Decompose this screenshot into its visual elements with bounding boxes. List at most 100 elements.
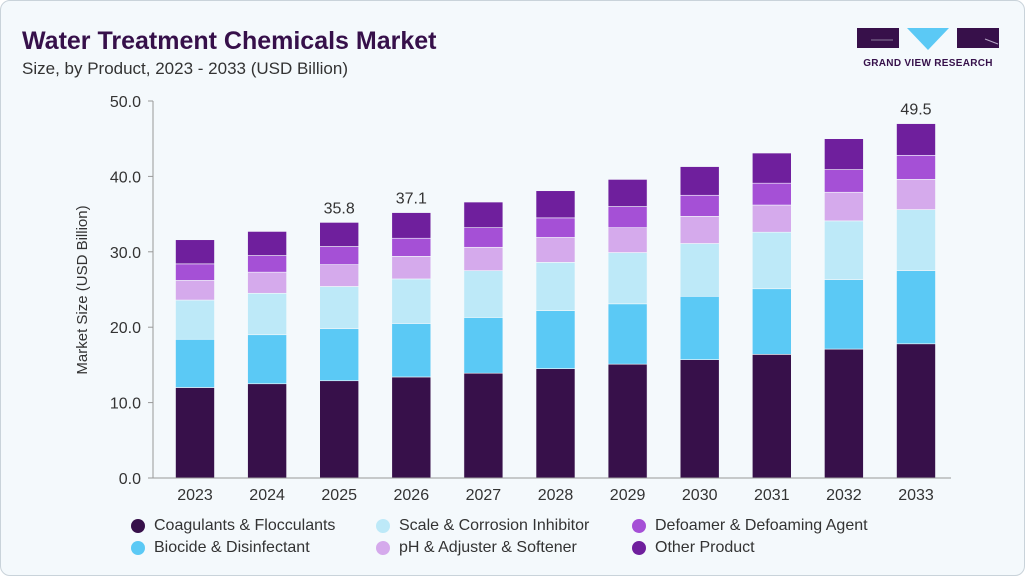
legend-item: Defoamer & Defoaming Agent — [632, 517, 868, 535]
y-tick-label: 40.0 — [110, 169, 141, 186]
y-tick-label: 50.0 — [110, 94, 141, 111]
bar-segment-ph-adjuster-softener-2027 — [463, 246, 504, 271]
bar-segment-other-product-2029 — [607, 179, 648, 207]
bar-segment-other-product-2026 — [391, 212, 432, 239]
bar-segment-biocide-disinfectant-2028 — [535, 310, 576, 369]
bar-segment-biocide-disinfectant-2029 — [607, 303, 648, 365]
y-tick-label: 0.0 — [119, 471, 141, 488]
bar-segment-coagulants-flocculants-2033 — [896, 343, 936, 479]
bar-segment-coagulants-flocculants-2029 — [607, 363, 648, 479]
bar-segment-ph-adjuster-softener-2031 — [751, 204, 792, 233]
bar-segment-scale-corrosion-inhibitor-2028 — [535, 262, 576, 311]
bar-segment-scale-corrosion-inhibitor-2027 — [463, 270, 504, 318]
x-tick-label: 2033 — [898, 487, 934, 504]
bar-segment-scale-corrosion-inhibitor-2024 — [247, 292, 287, 336]
bar-segment-biocide-disinfectant-2024 — [247, 334, 287, 385]
bar-segment-defoamer-defoaming-agent-2027 — [463, 227, 504, 248]
bar-segment-other-product-2025 — [319, 222, 360, 247]
chart-title: Water Treatment Chemicals Market — [22, 27, 437, 55]
legend-label: Other Product — [655, 539, 755, 556]
bar-segment-other-product-2032 — [824, 138, 864, 170]
bar-segment-ph-adjuster-softener-2033 — [896, 179, 936, 210]
x-tick-label: 2025 — [321, 487, 357, 504]
bar-segment-scale-corrosion-inhibitor-2032 — [824, 220, 864, 280]
bar-segment-biocide-disinfectant-2026 — [391, 323, 432, 378]
x-tick-label: 2030 — [682, 487, 718, 504]
x-tick-label: 2032 — [826, 487, 862, 504]
bar-segment-defoamer-defoaming-agent-2029 — [607, 206, 648, 228]
bar-segment-biocide-disinfectant-2025 — [319, 328, 360, 382]
bar-segment-other-product-2030 — [679, 166, 720, 196]
bar-segment-coagulants-flocculants-2023 — [175, 387, 215, 479]
bar-segment-defoamer-defoaming-agent-2031 — [751, 182, 792, 206]
chart-subtitle: Size, by Product, 2023 - 2033 (USD Billi… — [22, 59, 348, 78]
bar-segment-biocide-disinfectant-2023 — [175, 338, 215, 388]
logo-text: GRAND VIEW RESEARCH — [863, 58, 993, 69]
bar-segment-scale-corrosion-inhibitor-2031 — [751, 231, 792, 290]
legend-swatch-icon — [376, 519, 390, 533]
legend-item: Other Product — [632, 539, 755, 557]
legend-label: Scale & Corrosion Inhibitor — [399, 517, 590, 534]
bar-segment-defoamer-defoaming-agent-2028 — [535, 217, 576, 238]
bar-segment-scale-corrosion-inhibitor-2023 — [175, 299, 215, 340]
legend-swatch-icon — [131, 541, 145, 555]
bar-segment-scale-corrosion-inhibitor-2026 — [391, 278, 432, 324]
legend-label: Biocide & Disinfectant — [154, 539, 310, 556]
bar-segment-defoamer-defoaming-agent-2024 — [247, 255, 287, 273]
y-tick-label: 20.0 — [110, 320, 141, 337]
bar-segment-ph-adjuster-softener-2023 — [175, 280, 215, 301]
bar-segment-defoamer-defoaming-agent-2033 — [896, 154, 936, 180]
legend-swatch-icon — [632, 519, 646, 533]
y-tick-label: 10.0 — [110, 396, 141, 413]
bar-segment-ph-adjuster-softener-2032 — [824, 191, 864, 222]
bar-segment-scale-corrosion-inhibitor-2030 — [679, 243, 720, 297]
legend-item: Biocide & Disinfectant — [131, 539, 310, 557]
bar-segment-other-product-2023 — [175, 239, 215, 265]
bar-segment-biocide-disinfectant-2032 — [824, 279, 864, 350]
legend-item: Coagulants & Flocculants — [131, 517, 335, 535]
bar-segment-defoamer-defoaming-agent-2026 — [391, 237, 432, 257]
bar-segment-defoamer-defoaming-agent-2025 — [319, 246, 360, 265]
total-label: 37.1 — [396, 191, 427, 208]
bar-segment-defoamer-defoaming-agent-2032 — [824, 169, 864, 193]
bar-segment-coagulants-flocculants-2032 — [824, 348, 864, 479]
bar-segment-ph-adjuster-softener-2030 — [679, 216, 720, 244]
bar-segment-defoamer-defoaming-agent-2030 — [679, 194, 720, 217]
y-tick-label: 30.0 — [110, 245, 141, 262]
bar-segment-scale-corrosion-inhibitor-2033 — [896, 209, 936, 271]
bar-segment-ph-adjuster-softener-2028 — [535, 237, 576, 263]
bar-segment-biocide-disinfectant-2027 — [463, 317, 504, 374]
bar-segment-ph-adjuster-softener-2025 — [319, 264, 360, 287]
bar-segment-coagulants-flocculants-2025 — [319, 380, 360, 479]
bar-segment-other-product-2028 — [535, 190, 576, 219]
legend-swatch-icon — [376, 541, 390, 555]
bar-segment-defoamer-defoaming-agent-2023 — [175, 263, 215, 281]
x-tick-label: 2031 — [754, 487, 790, 504]
legend-label: Coagulants & Flocculants — [154, 517, 336, 534]
x-tick-label: 2024 — [249, 487, 285, 504]
bar-segment-ph-adjuster-softener-2024 — [247, 271, 287, 294]
bar-segment-biocide-disinfectant-2030 — [679, 295, 720, 360]
legend-label: Defoamer & Defoaming Agent — [655, 517, 868, 534]
x-tick-label: 2029 — [610, 487, 646, 504]
bar-segment-coagulants-flocculants-2031 — [751, 354, 792, 479]
total-label: 35.8 — [324, 200, 355, 217]
bar-segment-scale-corrosion-inhibitor-2025 — [319, 286, 360, 330]
bar-segment-scale-corrosion-inhibitor-2029 — [607, 252, 648, 305]
bar-segment-coagulants-flocculants-2027 — [463, 372, 504, 479]
grand-view-research-logo — [857, 28, 999, 50]
bar-segment-coagulants-flocculants-2026 — [391, 376, 432, 479]
legend-swatch-icon — [632, 541, 646, 555]
legend-item: Scale & Corrosion Inhibitor — [376, 517, 589, 535]
x-tick-label: 2027 — [466, 487, 502, 504]
bar-segment-coagulants-flocculants-2028 — [535, 368, 576, 479]
legend-swatch-icon — [131, 519, 145, 533]
legend-label: pH & Adjuster & Softener — [399, 539, 577, 556]
total-label: 49.5 — [900, 102, 931, 119]
x-tick-label: 2026 — [394, 487, 430, 504]
x-tick-label: 2028 — [538, 487, 574, 504]
x-tick-label: 2023 — [177, 487, 213, 504]
bar-segment-other-product-2027 — [463, 201, 504, 228]
